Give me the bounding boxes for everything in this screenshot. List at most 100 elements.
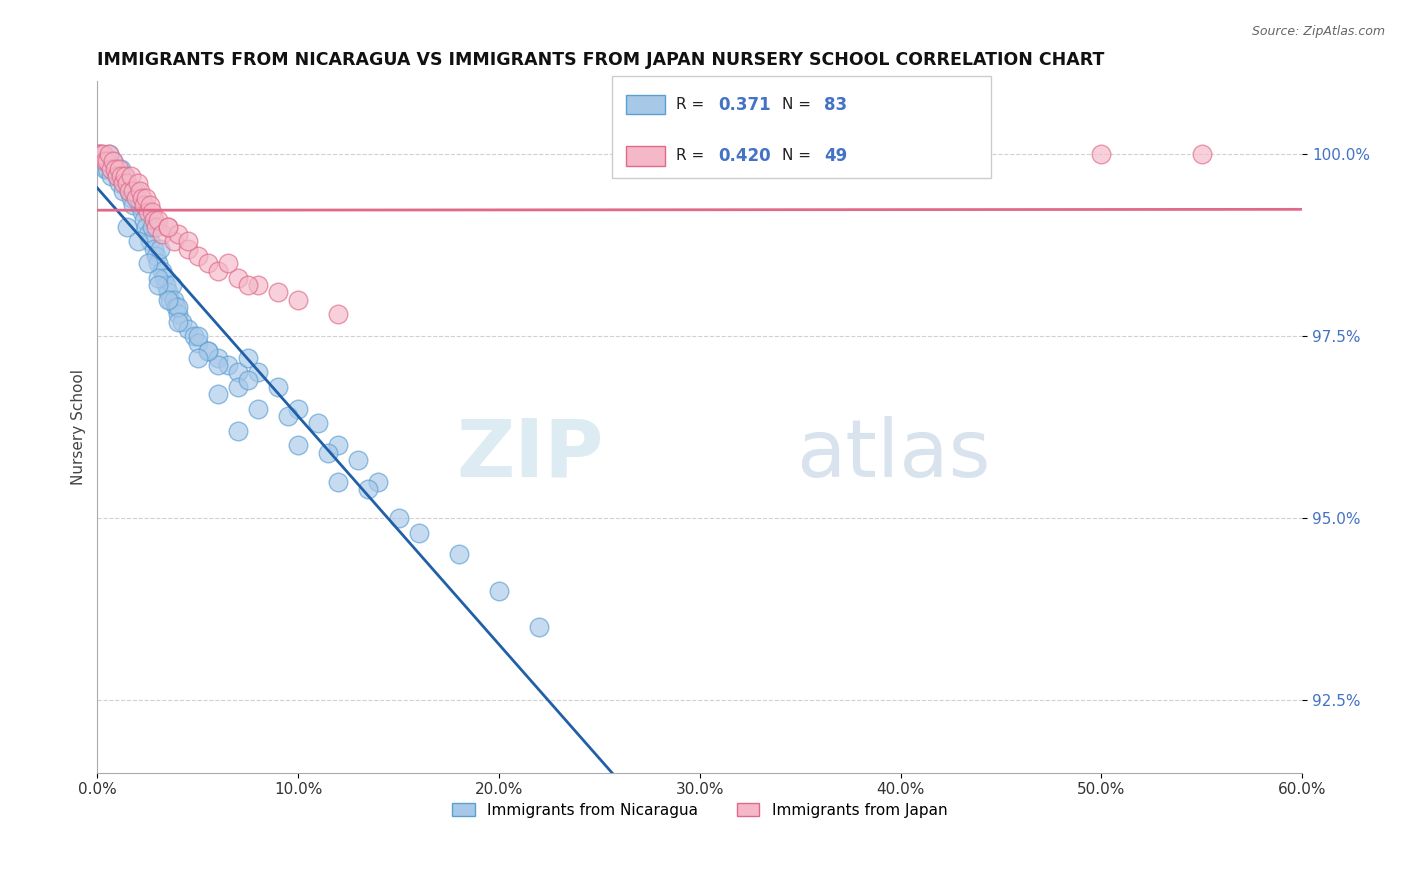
Point bbox=[166, 307, 188, 321]
Point bbox=[112, 184, 135, 198]
Point bbox=[187, 351, 209, 365]
Legend: Immigrants from Nicaragua, Immigrants from Japan: Immigrants from Nicaragua, Immigrants fr… bbox=[446, 797, 953, 824]
Point bbox=[156, 219, 179, 234]
Point bbox=[118, 184, 141, 198]
Point bbox=[150, 227, 173, 242]
Point bbox=[267, 380, 290, 394]
Point bbox=[267, 285, 290, 300]
Point bbox=[104, 161, 127, 176]
Point bbox=[146, 278, 169, 293]
Point bbox=[124, 191, 146, 205]
Point bbox=[236, 351, 259, 365]
Point bbox=[118, 184, 141, 198]
Point bbox=[142, 242, 165, 256]
Point bbox=[132, 212, 155, 227]
Point bbox=[287, 293, 309, 307]
Point bbox=[146, 270, 169, 285]
Point bbox=[187, 329, 209, 343]
Point bbox=[328, 475, 350, 489]
Point bbox=[155, 278, 177, 293]
Point bbox=[159, 293, 181, 307]
Point bbox=[207, 263, 229, 277]
Point bbox=[177, 242, 200, 256]
Point bbox=[103, 154, 125, 169]
Point bbox=[127, 235, 149, 249]
Point bbox=[328, 438, 350, 452]
Point bbox=[316, 445, 339, 459]
Point bbox=[132, 198, 155, 212]
Point bbox=[142, 212, 165, 227]
Point bbox=[357, 482, 380, 496]
Text: N =: N = bbox=[782, 97, 815, 112]
Point bbox=[166, 314, 188, 328]
Point bbox=[108, 161, 131, 176]
Point bbox=[145, 249, 167, 263]
Point bbox=[114, 169, 136, 183]
Point bbox=[226, 270, 249, 285]
Point bbox=[94, 161, 117, 176]
Point bbox=[117, 176, 139, 190]
Point bbox=[226, 366, 249, 380]
Point bbox=[246, 278, 269, 293]
Point bbox=[104, 161, 127, 176]
Point bbox=[236, 278, 259, 293]
Point bbox=[165, 300, 187, 314]
Point bbox=[217, 256, 239, 270]
Point bbox=[135, 219, 157, 234]
Point bbox=[103, 154, 125, 169]
Point bbox=[1191, 147, 1213, 161]
Point bbox=[207, 358, 229, 372]
Point bbox=[197, 343, 219, 358]
Point bbox=[128, 198, 150, 212]
Point bbox=[96, 161, 118, 176]
Point bbox=[246, 366, 269, 380]
Point bbox=[107, 169, 129, 183]
Point bbox=[145, 219, 167, 234]
Point bbox=[108, 176, 131, 190]
Point bbox=[149, 242, 172, 256]
Point bbox=[163, 235, 186, 249]
Point bbox=[114, 169, 136, 183]
Point bbox=[94, 154, 117, 169]
Point bbox=[122, 184, 145, 198]
Point bbox=[121, 169, 143, 183]
Point bbox=[136, 256, 159, 270]
Point bbox=[146, 212, 169, 227]
Text: IMMIGRANTS FROM NICARAGUA VS IMMIGRANTS FROM JAPAN NURSERY SCHOOL CORRELATION CH: IMMIGRANTS FROM NICARAGUA VS IMMIGRANTS … bbox=[97, 51, 1105, 69]
Point bbox=[387, 511, 409, 525]
Text: 0.371: 0.371 bbox=[718, 95, 770, 113]
Point bbox=[127, 176, 149, 190]
Point bbox=[187, 336, 209, 351]
Point bbox=[96, 154, 118, 169]
Point bbox=[127, 191, 149, 205]
Point bbox=[183, 329, 205, 343]
Point bbox=[160, 278, 183, 293]
Point bbox=[287, 401, 309, 416]
Text: 83: 83 bbox=[824, 95, 846, 113]
Point bbox=[98, 147, 121, 161]
Point bbox=[177, 235, 200, 249]
Point bbox=[156, 219, 179, 234]
Text: N =: N = bbox=[782, 148, 815, 163]
Point bbox=[98, 147, 121, 161]
Point bbox=[121, 191, 143, 205]
Text: atlas: atlas bbox=[796, 416, 991, 493]
Point bbox=[136, 205, 159, 219]
Text: 49: 49 bbox=[824, 147, 848, 165]
Text: Source: ZipAtlas.com: Source: ZipAtlas.com bbox=[1251, 25, 1385, 38]
Point bbox=[110, 161, 132, 176]
Point bbox=[89, 147, 111, 161]
Point bbox=[166, 300, 188, 314]
Point bbox=[100, 161, 122, 176]
Point bbox=[141, 219, 163, 234]
Point bbox=[197, 256, 219, 270]
Point bbox=[527, 620, 550, 634]
Point bbox=[89, 147, 111, 161]
Point bbox=[90, 147, 112, 161]
Text: R =: R = bbox=[676, 97, 710, 112]
Point bbox=[226, 424, 249, 438]
Point bbox=[277, 409, 299, 424]
Point bbox=[124, 184, 146, 198]
Point bbox=[128, 184, 150, 198]
Point bbox=[117, 219, 139, 234]
